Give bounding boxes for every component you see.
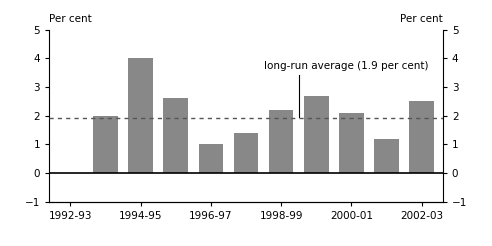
Bar bbox=[409, 101, 434, 173]
Bar bbox=[93, 116, 118, 173]
Bar bbox=[269, 110, 293, 173]
Bar bbox=[128, 58, 153, 173]
Bar bbox=[234, 133, 258, 173]
Bar bbox=[163, 98, 188, 173]
Bar bbox=[374, 138, 399, 173]
Text: Per cent: Per cent bbox=[400, 14, 443, 24]
Bar bbox=[304, 95, 329, 173]
Text: long-run average (1.9 per cent): long-run average (1.9 per cent) bbox=[264, 61, 428, 71]
Text: Per cent: Per cent bbox=[49, 14, 92, 24]
Bar bbox=[199, 144, 223, 173]
Bar bbox=[339, 113, 364, 173]
